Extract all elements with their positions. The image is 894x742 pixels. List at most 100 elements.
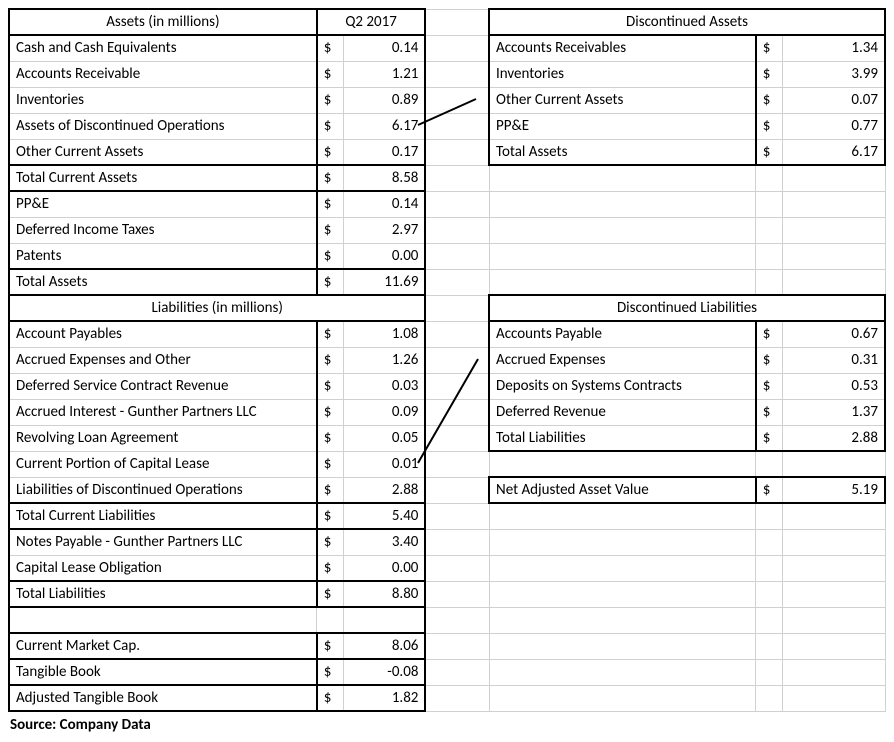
row-value: 0.77 <box>782 113 885 139</box>
currency-symbol: $ <box>756 61 783 87</box>
row-label: Accrued Expenses and Other <box>9 347 317 373</box>
table-row: Assets of Discontinued Operations $ 6.17… <box>9 113 885 139</box>
row-label: Liabilities of Discontinued Operations <box>9 477 317 503</box>
row-label: PP&E <box>489 113 756 139</box>
currency-symbol: $ <box>756 347 783 373</box>
row-label: Other Current Assets <box>489 87 756 113</box>
row-value: 0.17 <box>343 139 425 165</box>
currency-symbol: $ <box>756 399 783 425</box>
row-label: Assets of Discontinued Operations <box>9 113 317 139</box>
row-label: Cash and Cash Equivalents <box>9 35 317 61</box>
liabilities-header: Liabilities (in millions) <box>9 295 425 321</box>
naav-label: Net Adjusted Asset Value <box>489 477 756 503</box>
row-label: Accounts Payable <box>489 321 756 347</box>
row-value: 2.97 <box>343 217 425 243</box>
row-label: Revolving Loan Agreement <box>9 425 317 451</box>
currency-symbol: $ <box>317 35 344 61</box>
row-label: Accounts Receivables <box>489 35 756 61</box>
currency-symbol: $ <box>756 477 783 503</box>
currency-symbol: $ <box>317 113 344 139</box>
table-row <box>9 607 885 633</box>
row-label: Inventories <box>489 61 756 87</box>
table-row: Total Current Assets $ 8.58 <box>9 165 885 191</box>
table-row: Total Assets $ 11.69 <box>9 269 885 295</box>
row-label: Deposits on Systems Contracts <box>489 373 756 399</box>
currency-symbol: $ <box>756 35 783 61</box>
currency-symbol: $ <box>317 477 344 503</box>
table-row: Capital Lease Obligation $ 0.00 <box>9 555 885 581</box>
currency-symbol: $ <box>756 113 783 139</box>
table-row: Accounts Receivable $ 1.21 Inventories $… <box>9 61 885 87</box>
row-value: 6.17 <box>782 139 885 165</box>
table-row: Accrued Expenses and Other $ 1.26 Accrue… <box>9 347 885 373</box>
currency-symbol: $ <box>317 87 344 113</box>
row-value: 3.40 <box>343 529 425 555</box>
currency-symbol: $ <box>317 347 344 373</box>
row-value: 1.34 <box>782 35 885 61</box>
header-row: Liabilities (in millions) Discontinued L… <box>9 295 885 321</box>
table-row: PP&E $ 0.14 <box>9 191 885 217</box>
row-label: Other Current Assets <box>9 139 317 165</box>
row-label: Deferred Income Taxes <box>9 217 317 243</box>
row-value: -0.08 <box>343 659 425 685</box>
row-label: Total Current Assets <box>9 165 317 191</box>
row-value: 0.67 <box>782 321 885 347</box>
currency-symbol: $ <box>317 165 344 191</box>
row-value: 0.01 <box>343 451 425 477</box>
row-value: 5.40 <box>343 503 425 529</box>
row-label: Tangible Book <box>9 659 317 685</box>
currency-symbol: $ <box>317 555 344 581</box>
row-label: Inventories <box>9 87 317 113</box>
row-value: 1.26 <box>343 347 425 373</box>
row-value: 3.99 <box>782 61 885 87</box>
row-label: Adjusted Tangible Book <box>9 685 317 711</box>
currency-symbol: $ <box>317 139 344 165</box>
row-value: 0.31 <box>782 347 885 373</box>
table-row: Revolving Loan Agreement $ 0.05 Total Li… <box>9 425 885 451</box>
table-row: Accrued Interest - Gunther Partners LLC … <box>9 399 885 425</box>
row-value: 0.14 <box>343 191 425 217</box>
currency-symbol: $ <box>317 633 344 659</box>
currency-symbol: $ <box>317 425 344 451</box>
row-value: 0.89 <box>343 87 425 113</box>
row-label: Current Market Cap. <box>9 633 317 659</box>
table-row: Account Payables $ 1.08 Accounts Payable… <box>9 321 885 347</box>
table-row: Patents $ 0.00 <box>9 243 885 269</box>
table-row: Current Market Cap. $ 8.06 <box>9 633 885 659</box>
currency-symbol: $ <box>756 139 783 165</box>
row-label: Total Assets <box>9 269 317 295</box>
table-row: Total Current Liabilities $ 5.40 <box>9 503 885 529</box>
currency-symbol: $ <box>317 581 344 607</box>
row-value: 1.21 <box>343 61 425 87</box>
spreadsheet-table: Assets (in millions) Q2 2017 Discontinue… <box>8 8 886 712</box>
table-row: Total Liabilities $ 8.80 <box>9 581 885 607</box>
currency-symbol: $ <box>317 373 344 399</box>
row-value: 0.53 <box>782 373 885 399</box>
table-row: Cash and Cash Equivalents $ 0.14 Account… <box>9 35 885 61</box>
currency-symbol: $ <box>317 217 344 243</box>
row-label: Patents <box>9 243 317 269</box>
balance-sheet: Assets (in millions) Q2 2017 Discontinue… <box>8 8 886 712</box>
table-row: Tangible Book $ -0.08 <box>9 659 885 685</box>
currency-symbol: $ <box>317 61 344 87</box>
row-label: Capital Lease Obligation <box>9 555 317 581</box>
row-value: 11.69 <box>343 269 425 295</box>
header-row: Assets (in millions) Q2 2017 Discontinue… <box>9 9 885 35</box>
table-row: Current Portion of Capital Lease $ 0.01 <box>9 451 885 477</box>
table-row: Notes Payable - Gunther Partners LLC $ 3… <box>9 529 885 555</box>
row-label: Accounts Receivable <box>9 61 317 87</box>
row-value: 0.03 <box>343 373 425 399</box>
row-value: 8.80 <box>343 581 425 607</box>
currency-symbol: $ <box>756 373 783 399</box>
row-value: 8.06 <box>343 633 425 659</box>
table-row: Deferred Service Contract Revenue $ 0.03… <box>9 373 885 399</box>
row-value: 0.00 <box>343 555 425 581</box>
row-value: 8.58 <box>343 165 425 191</box>
currency-symbol: $ <box>317 321 344 347</box>
row-label: Current Portion of Capital Lease <box>9 451 317 477</box>
row-value: 1.82 <box>343 685 425 711</box>
table-row: Other Current Assets $ 0.17 Total Assets… <box>9 139 885 165</box>
naav-value: 5.19 <box>782 477 885 503</box>
currency-symbol: $ <box>317 685 344 711</box>
row-value: 0.09 <box>343 399 425 425</box>
